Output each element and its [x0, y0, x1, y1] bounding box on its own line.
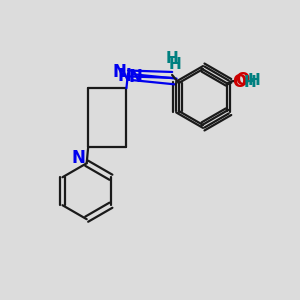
Text: N: N	[72, 149, 86, 167]
Text: O: O	[235, 71, 249, 89]
Text: O: O	[232, 74, 246, 92]
Text: N: N	[129, 68, 143, 86]
Text: H: H	[244, 75, 257, 90]
Text: N: N	[113, 63, 127, 81]
Text: H: H	[168, 57, 181, 72]
Text: H: H	[166, 51, 178, 66]
Text: N: N	[117, 67, 131, 85]
Text: H: H	[248, 73, 261, 88]
